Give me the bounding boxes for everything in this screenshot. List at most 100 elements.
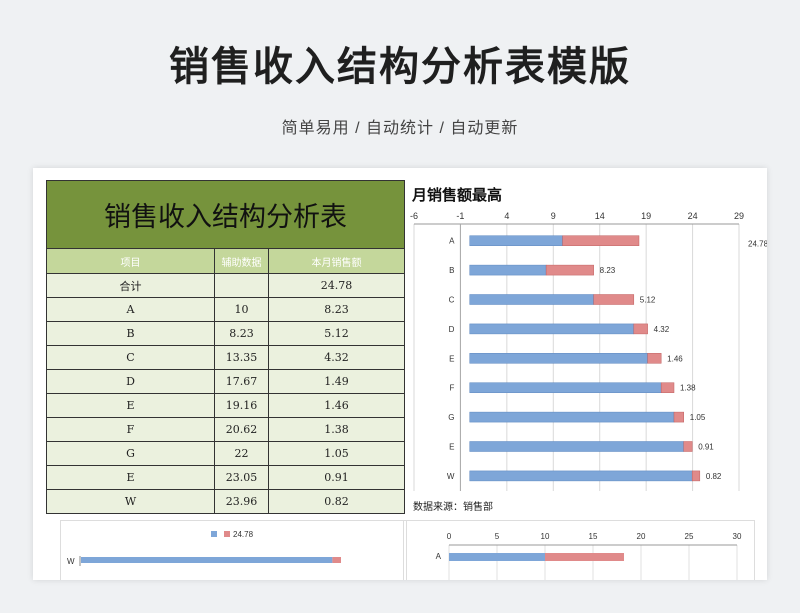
bar-aux — [469, 411, 675, 423]
source-label: 数据来源：销售部 — [413, 502, 493, 513]
header-item: 项目 — [46, 248, 215, 274]
cell-sales: 4.32 — [268, 345, 405, 370]
page-title: 销售收入结构分析表模版 — [169, 45, 631, 89]
category-label: W — [67, 557, 75, 566]
chart-title: 月销售额最高 — [412, 187, 503, 204]
bar-aux — [469, 353, 648, 364]
data-table: 项目 辅助数据 本月销售额 合计 24.78 A 10 8.23 B 8.23 5.12 C 13… — [46, 248, 405, 514]
cell-aux: 8.23 — [214, 321, 269, 346]
bar-sales — [691, 470, 701, 482]
cell-item: W — [46, 489, 215, 514]
cell-sales: 1.38 — [268, 417, 405, 442]
mini-chart-left: 24.78 W — [60, 520, 407, 580]
table-row: F 20.62 1.38 — [46, 417, 405, 442]
page-subtitle: 简单易用 / 自动统计 / 自动更新 — [281, 120, 519, 137]
cell-aux: 20.62 — [214, 417, 269, 442]
total-label: 24.78万元 — [748, 240, 767, 249]
bar-aux — [449, 553, 545, 561]
data-label: 5.12 — [640, 296, 656, 305]
bar-aux — [469, 441, 685, 452]
cell-item: B — [46, 321, 215, 346]
table-header-row: 项目 辅助数据 本月销售额 — [46, 248, 405, 274]
data-label: 8.23 — [600, 266, 616, 275]
category-label: E — [449, 354, 454, 363]
bar-sales — [332, 557, 341, 563]
bar-aux — [469, 470, 693, 482]
table-heading: 销售收入结构分析表 — [46, 180, 405, 249]
bar-aux — [81, 557, 333, 563]
bar-sales — [660, 382, 675, 393]
header-aux: 辅助数据 — [214, 248, 269, 274]
cell-item: F — [46, 417, 215, 442]
bar-sales — [683, 441, 693, 452]
x-tick-label: 4 — [504, 211, 509, 221]
category-label: C — [449, 296, 455, 305]
cell-aux: 10 — [214, 297, 269, 322]
data-label: 1.38 — [680, 384, 696, 393]
x-tick-label: 10 — [541, 532, 550, 541]
cell-aux: 13.35 — [214, 345, 269, 370]
x-tick-label: 25 — [685, 532, 694, 541]
x-tick-label: 0 — [447, 532, 452, 541]
cell-item: A — [46, 297, 215, 322]
x-tick-label: 15 — [589, 532, 598, 541]
mini-chart-right: 0 5 10 15 20 25 30 A — [403, 520, 755, 580]
table-row: A 10 8.23 — [46, 297, 405, 322]
cell-aux: 23.96 — [214, 489, 269, 514]
cell-sales: 0.91 — [268, 465, 405, 490]
x-tick-label: -1 — [456, 211, 464, 221]
bar-aux — [469, 264, 547, 276]
cell-sales: 1.05 — [268, 441, 405, 466]
cell-sales: 1.46 — [268, 393, 405, 418]
data-label: 4.32 — [654, 325, 670, 334]
data-label: 0.82 — [706, 472, 722, 481]
cell-aux — [214, 273, 269, 298]
x-tick-label: 24 — [688, 211, 698, 221]
x-tick-label: 20 — [637, 532, 646, 541]
cell-aux: 22 — [214, 441, 269, 466]
x-tick-label: 29 — [734, 211, 744, 221]
cell-sales: 0.82 — [268, 489, 405, 514]
data-label: 0.91 — [698, 443, 714, 452]
cell-item: G — [46, 441, 215, 466]
x-tick-label: 9 — [551, 211, 556, 221]
cell-aux: 19.16 — [214, 393, 269, 418]
category-label: E — [449, 443, 454, 452]
table-row: 合计 24.78 — [46, 273, 405, 298]
table-row: E 23.05 0.91 — [46, 465, 405, 490]
table-row: G 22 1.05 — [46, 441, 405, 466]
mini-chart-left-svg: 24.78 W — [67, 530, 341, 566]
legend-label: 24.78 — [233, 530, 254, 539]
bar-aux — [469, 382, 662, 393]
cell-sales: 1.49 — [268, 369, 405, 394]
bar-sales — [545, 264, 594, 276]
bar-sales — [647, 353, 662, 364]
bar-aux — [469, 323, 635, 335]
legend-swatch-red — [224, 531, 230, 537]
chart-svg: -6 -1 4 9 14 19 24 29 A 24.78万元 B 8.23 C 5.12 D 4.32 E 1.… — [410, 211, 767, 491]
cell-aux: 17.67 — [214, 369, 269, 394]
data-label: 1.46 — [667, 354, 683, 363]
bar-sales — [633, 323, 648, 335]
table-row: E 19.16 1.46 — [46, 393, 405, 418]
mini-chart-right-svg: 0 5 10 15 20 25 30 A — [436, 532, 742, 580]
bar-sales — [545, 553, 625, 561]
category-label: B — [449, 266, 454, 275]
data-label: 1.05 — [690, 413, 706, 422]
cell-item: E — [46, 465, 215, 490]
legend-swatch-blue — [211, 531, 217, 537]
bar-sales — [673, 411, 684, 423]
bar-sales — [562, 235, 640, 246]
table-row: B 8.23 5.12 — [46, 321, 405, 346]
cell-item: C — [46, 345, 215, 370]
bar-aux — [469, 235, 563, 246]
category-label: W — [447, 472, 455, 481]
cell-item: D — [46, 369, 215, 394]
category-label: A — [436, 552, 442, 561]
category-label: D — [449, 325, 455, 334]
cell-sales: 5.12 — [268, 321, 405, 346]
bar-sales — [593, 294, 635, 305]
category-label: F — [450, 384, 455, 393]
x-tick-label: 19 — [641, 211, 651, 221]
cell-sales: 8.23 — [268, 297, 405, 322]
